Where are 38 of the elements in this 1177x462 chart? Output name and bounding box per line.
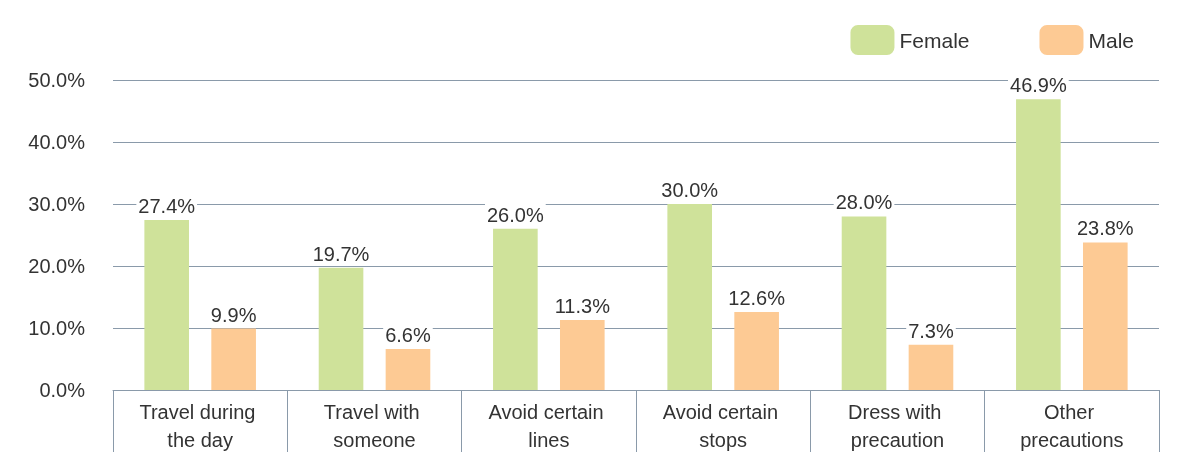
y-tick-label: 0.0% (39, 379, 86, 401)
data-label: 6.6% (385, 324, 431, 347)
y-tick-label: 40.0% (28, 131, 86, 153)
y-tick-label: 20.0% (28, 255, 86, 277)
data-label: 30.0% (661, 179, 719, 201)
bar (318, 267, 364, 390)
x-tick-label: Travel with someone (323, 401, 426, 451)
data-label: 11.3% (554, 294, 611, 317)
bar (385, 349, 431, 390)
bar (734, 311, 779, 390)
data-label: 23.8% (1076, 217, 1134, 240)
bar (1016, 99, 1061, 390)
bar (1082, 242, 1128, 390)
data-label: 26.0% (487, 203, 544, 226)
bar (667, 204, 713, 390)
y-tick-label: 30.0% (28, 193, 86, 215)
bar (841, 216, 887, 390)
bar (144, 220, 190, 390)
legend-label: Male (1088, 28, 1135, 52)
data-label: 28.0% (835, 191, 893, 214)
x-tick-label: Other precautions (1020, 401, 1124, 451)
data-label: 9.9% (210, 303, 257, 326)
data-label: 46.9% (1010, 74, 1067, 97)
x-tick-label: Avoid certain stops (662, 401, 784, 451)
x-tick-label: Travel during the day (139, 401, 261, 451)
y-tick-label: 10.0% (28, 317, 86, 339)
data-label: 12.6% (728, 286, 786, 309)
data-label: 7.3% (908, 319, 954, 342)
x-tick-label: Dress with precaution (848, 401, 947, 451)
bar (211, 328, 256, 390)
x-tick-label: Avoid certain lines (488, 401, 610, 451)
bar (908, 344, 954, 390)
data-label: 19.7% (312, 242, 370, 265)
legend-label: Female (899, 28, 970, 52)
data-label: 27.4% (138, 195, 196, 218)
y-tick-label: 50.0% (28, 69, 86, 91)
bar (493, 228, 538, 390)
bar (559, 319, 605, 390)
